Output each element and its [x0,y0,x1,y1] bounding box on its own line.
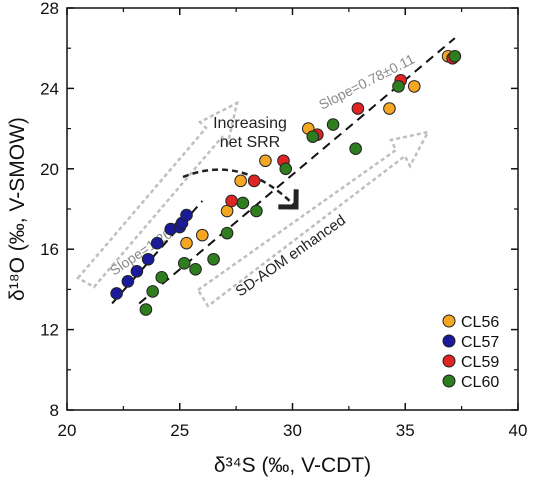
data-point-cl56 [234,174,247,188]
data-point-cl60 [279,162,293,176]
data-point-cl60 [236,196,250,210]
data-point-cl59 [351,102,365,115]
data-point-cl60 [146,285,159,298]
data-point-cl56 [180,236,193,250]
data-point-cl60 [448,49,462,63]
data-point-cl60 [177,256,191,270]
data-point-cl60 [306,130,320,143]
data-point-cl57 [141,252,155,266]
legend: CL56 CL57 CL59 CL60 [442,314,499,391]
data-point-cl59 [247,174,261,188]
data-point-cl57 [150,236,164,250]
aom-hollow-arrow [196,130,431,308]
data-point-cl57 [110,287,123,300]
legend-marker-cl56 [442,314,456,328]
data-point-cl60 [349,142,362,155]
data-point-cl60 [155,271,169,284]
trend-line-high [138,37,456,305]
y-tick-label: 28 [40,0,59,18]
x-tick-label: 40 [509,421,528,440]
data-point-cl60 [189,263,202,276]
data-point-cl57 [130,265,144,278]
legend-marker-cl59 [442,354,456,368]
axes: 20 25 30 35 40 8 12 16 20 24 28 δ³⁴S (‰, V-CDT) δ¹⁸O… [6,0,527,477]
data-point-cl60 [392,80,405,93]
data-points [110,49,462,316]
data-point-cl60 [326,118,340,131]
data-point-cl60 [207,252,220,266]
y-tick-label: 12 [40,321,59,340]
legend-label-cl59: CL59 [461,354,499,371]
data-point-cl57 [180,208,193,222]
srr-label-line1: Increasing [213,115,287,132]
y-tick-label: 16 [40,240,59,259]
x-tick-label: 30 [283,421,302,440]
x-axis-label: δ³⁴S (‰, V-CDT) [214,454,371,477]
y-tick-label: 8 [50,401,59,420]
x-tick-label: 20 [58,421,77,440]
x-tick-label: 25 [170,421,189,440]
srr-hollow-arrow [76,100,239,289]
srr-label-line2: net SRR [220,134,280,151]
y-axis-label: δ¹⁸O (‰, V-SMOW) [6,117,29,301]
legend-marker-cl57 [442,334,456,348]
decorations [76,100,431,308]
legend-label-cl56: CL56 [461,314,499,331]
data-point-cl56 [196,228,209,242]
y-tick-label: 20 [40,160,59,179]
data-point-cl56 [259,154,272,168]
data-point-cl56 [407,80,421,93]
data-point-cl59 [225,194,238,208]
srr-curved-arrow [182,168,299,210]
data-point-cl56 [383,102,396,115]
data-point-cl60 [250,204,263,218]
data-point-cl60 [220,226,234,240]
legend-label-cl60: CL60 [461,374,499,391]
data-point-cl57 [121,275,135,288]
x-tick-label: 35 [396,421,415,440]
legend-label-cl57: CL57 [461,334,499,351]
plot-frame [66,7,519,411]
legend-marker-cl60 [442,374,456,388]
data-point-cl60 [139,303,153,316]
y-tick-label: 24 [40,79,59,98]
